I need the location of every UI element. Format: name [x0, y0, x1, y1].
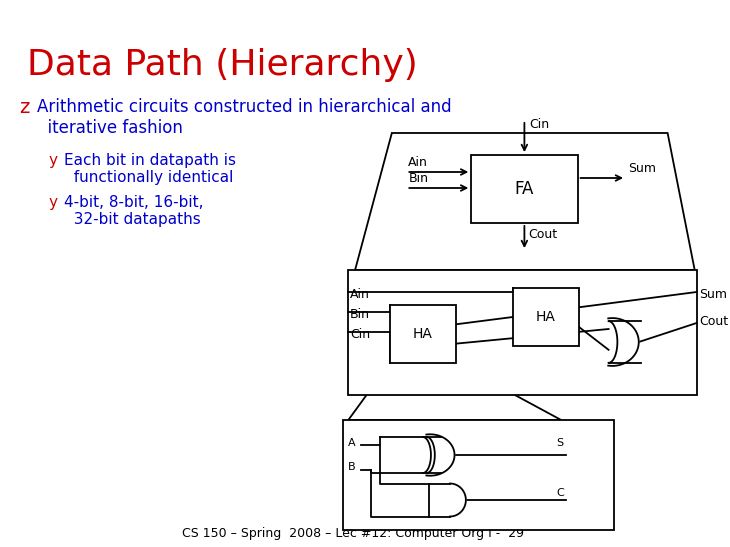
Text: A: A	[348, 438, 356, 448]
Bar	[390, 305, 456, 363]
Text: Sum: Sum	[699, 288, 728, 301]
Bar	[471, 155, 577, 223]
Text: Arithmetic circuits constructed in hierarchical and
  iterative fashion: Arithmetic circuits constructed in hiera…	[36, 98, 451, 137]
Text: y: y	[48, 153, 58, 168]
Text: HA: HA	[413, 327, 433, 341]
Text: CS 150 – Spring  2008 – Lec #12: Computer Org I -  29: CS 150 – Spring 2008 – Lec #12: Computer…	[182, 527, 524, 540]
Text: FA: FA	[515, 180, 534, 198]
Text: Cin: Cin	[529, 118, 550, 131]
Text: S: S	[556, 438, 564, 448]
Text: Each bit in datapath is
  functionally identical: Each bit in datapath is functionally ide…	[64, 153, 236, 185]
Text: Cout: Cout	[529, 228, 558, 241]
Text: Bin: Bin	[350, 308, 370, 321]
Text: HA: HA	[536, 310, 556, 324]
Text: y: y	[48, 195, 58, 210]
Text: 4-bit, 8-bit, 16-bit,
  32-bit datapaths: 4-bit, 8-bit, 16-bit, 32-bit datapaths	[64, 195, 204, 228]
Text: Cout: Cout	[699, 315, 729, 328]
Text: C: C	[556, 488, 564, 498]
Text: Cin: Cin	[350, 328, 370, 341]
Bar	[348, 270, 696, 395]
Polygon shape	[608, 318, 639, 366]
Polygon shape	[426, 434, 455, 476]
Text: Ain: Ain	[350, 288, 370, 301]
Bar	[512, 288, 579, 346]
Text: Bin: Bin	[408, 172, 429, 185]
Text: Sum: Sum	[628, 162, 656, 175]
Text: Ain: Ain	[408, 156, 429, 169]
Bar	[344, 420, 615, 530]
Text: z: z	[20, 98, 30, 117]
Polygon shape	[429, 484, 466, 516]
Text: Data Path (Hierarchy): Data Path (Hierarchy)	[27, 48, 418, 82]
Text: B: B	[348, 462, 356, 472]
